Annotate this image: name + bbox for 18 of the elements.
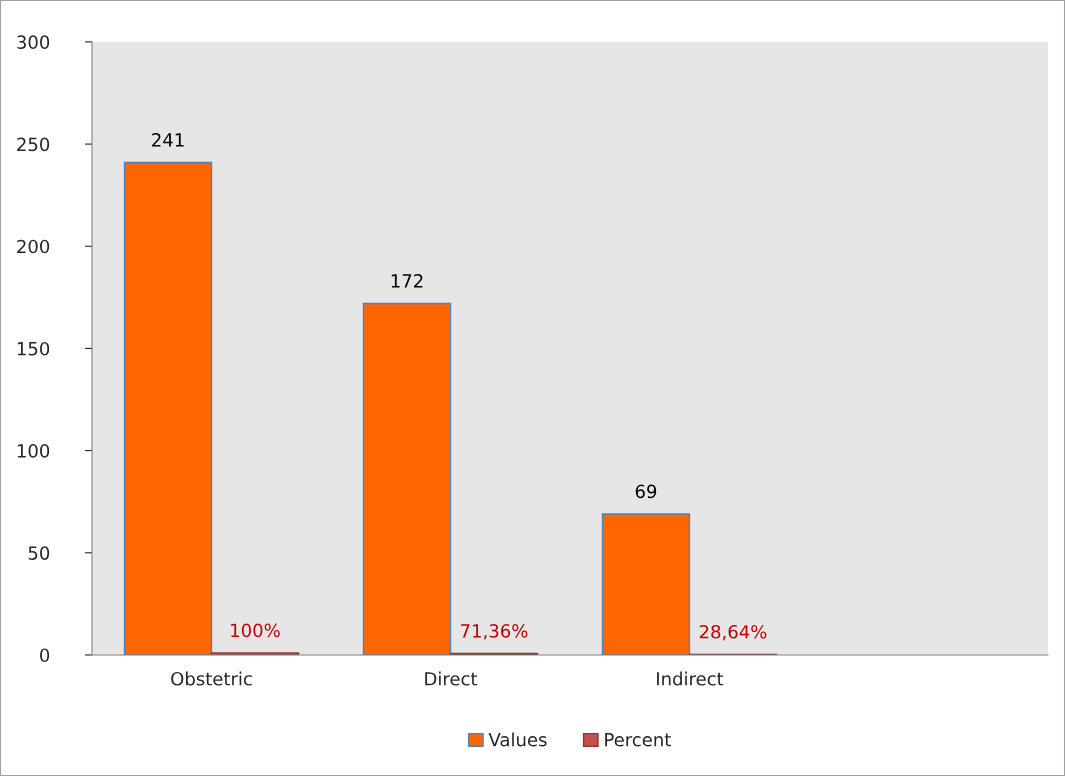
y-tick-label: 300 xyxy=(17,35,50,50)
legend-label: Values xyxy=(488,732,547,747)
data-label: 241 xyxy=(152,133,184,147)
x-tick-label: Obstetric xyxy=(171,671,252,686)
y-tick-label: 200 xyxy=(17,239,50,254)
y-tick-label: 250 xyxy=(17,137,50,152)
x-tick-label: Direct xyxy=(425,671,478,686)
data-label: 28,64% xyxy=(699,624,767,641)
x-tick-label: Indirect xyxy=(657,671,724,686)
legend-label: Percent xyxy=(605,733,671,747)
y-tick-label: 0 xyxy=(40,648,50,663)
data-label: 69 xyxy=(635,484,657,499)
data-label: 100% xyxy=(231,623,280,638)
data-label: 71,36% xyxy=(461,624,528,640)
y-tick-label: 50 xyxy=(28,546,50,560)
y-tick-label: 150 xyxy=(17,341,50,356)
y-tick-label: 100 xyxy=(17,444,50,458)
data-label: 172 xyxy=(391,274,423,288)
